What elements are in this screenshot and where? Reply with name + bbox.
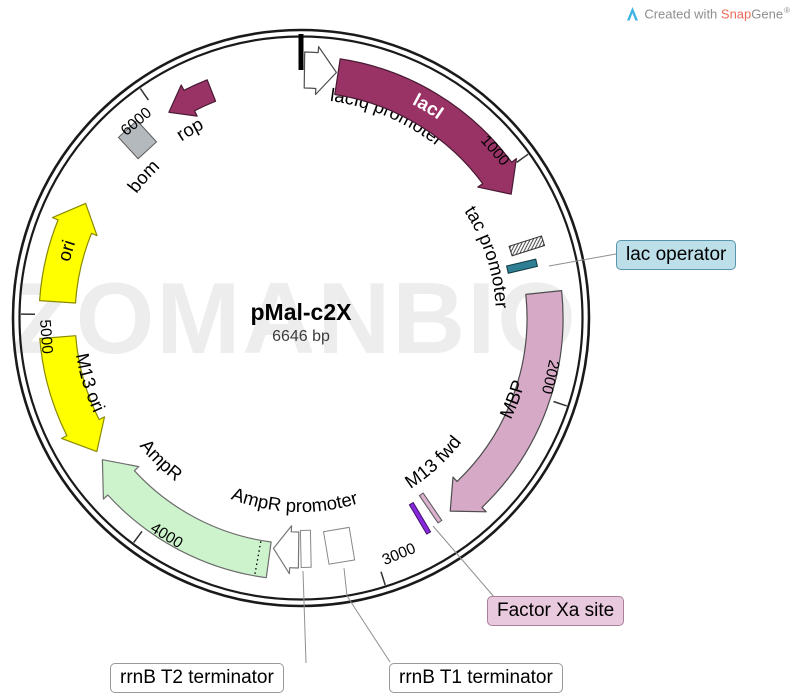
callout-rrnb-t1-terminator[interactable]: rrnB T1 terminator	[389, 663, 563, 693]
feature-rrnb-t1-terminator-box[interactable]	[322, 526, 356, 565]
credit-text: Created with SnapGene®	[644, 6, 790, 22]
tick-6000	[139, 88, 150, 101]
feature-tac-promoter-box[interactable]	[508, 235, 546, 257]
tick-1000	[516, 153, 529, 164]
callout-line-rrnb-t1-terminator	[343, 567, 391, 663]
tick-label-3000: 3000	[380, 540, 419, 569]
callout-lac-operator[interactable]: lac operator	[616, 240, 737, 270]
feature-tac-promoter[interactable]	[508, 235, 546, 257]
feature-label-AmpR: AmpR	[136, 435, 186, 485]
feature-label-tac-promoter: tac promoter	[461, 202, 513, 309]
feature-label-ampr-promoter: AmpR promoter	[229, 483, 360, 516]
callout-line-rrnb-t2-terminator	[302, 570, 307, 664]
callout-line-lac-operator	[548, 253, 617, 267]
tick-3000	[380, 571, 386, 586]
feature-m13-ori[interactable]	[39, 335, 106, 453]
plasmid-title: pMal-c2X	[251, 299, 353, 325]
feature-rop[interactable]	[168, 79, 217, 117]
feature-bom[interactable]	[117, 119, 158, 160]
tick-2000	[553, 400, 568, 407]
callout-factor-xa-site[interactable]: Factor Xa site	[487, 596, 625, 626]
callout-line-factor-xa-site	[432, 525, 496, 599]
feature-bom-box[interactable]	[117, 119, 158, 160]
feature-lac-operator-box[interactable]	[505, 258, 539, 274]
tick-4000	[133, 530, 143, 543]
feature-ori[interactable]	[39, 202, 98, 304]
snapgene-credit: Created with SnapGene®	[626, 6, 790, 21]
feature-factor-xa-site-box[interactable]	[418, 492, 443, 524]
feature-factor-xa-site[interactable]	[418, 492, 443, 524]
feature-laciq-promoter[interactable]	[303, 46, 337, 96]
feature-lac-operator[interactable]	[505, 258, 539, 274]
feature-label-rop: rop	[172, 113, 206, 145]
tick-label-5000: 5000	[36, 319, 56, 355]
feature-m13-fwd[interactable]	[408, 501, 432, 535]
feature-MBP[interactable]	[449, 290, 564, 513]
feature-m13-fwd-box[interactable]	[408, 501, 432, 535]
feature-rrnb-t2-terminator[interactable]	[299, 529, 312, 569]
feature-ampr-promoter[interactable]	[272, 525, 300, 575]
feature-lacI[interactable]	[334, 58, 517, 195]
feature-rrnb-t1-terminator[interactable]	[322, 526, 356, 565]
feature-rrnb-t2-terminator-box[interactable]	[299, 529, 312, 569]
feature-AmpR[interactable]	[101, 459, 272, 579]
callout-rrnb-t2-terminator[interactable]: rrnB T2 terminator	[110, 663, 284, 693]
snapgene-logo-icon	[627, 6, 639, 21]
plasmid-size: 6646 bp	[272, 328, 330, 345]
feature-label-bom: bom	[123, 155, 163, 196]
plasmid-backbone-outer	[11, 28, 591, 608]
feature-AmpR-boundary-dotted-line	[254, 541, 262, 576]
